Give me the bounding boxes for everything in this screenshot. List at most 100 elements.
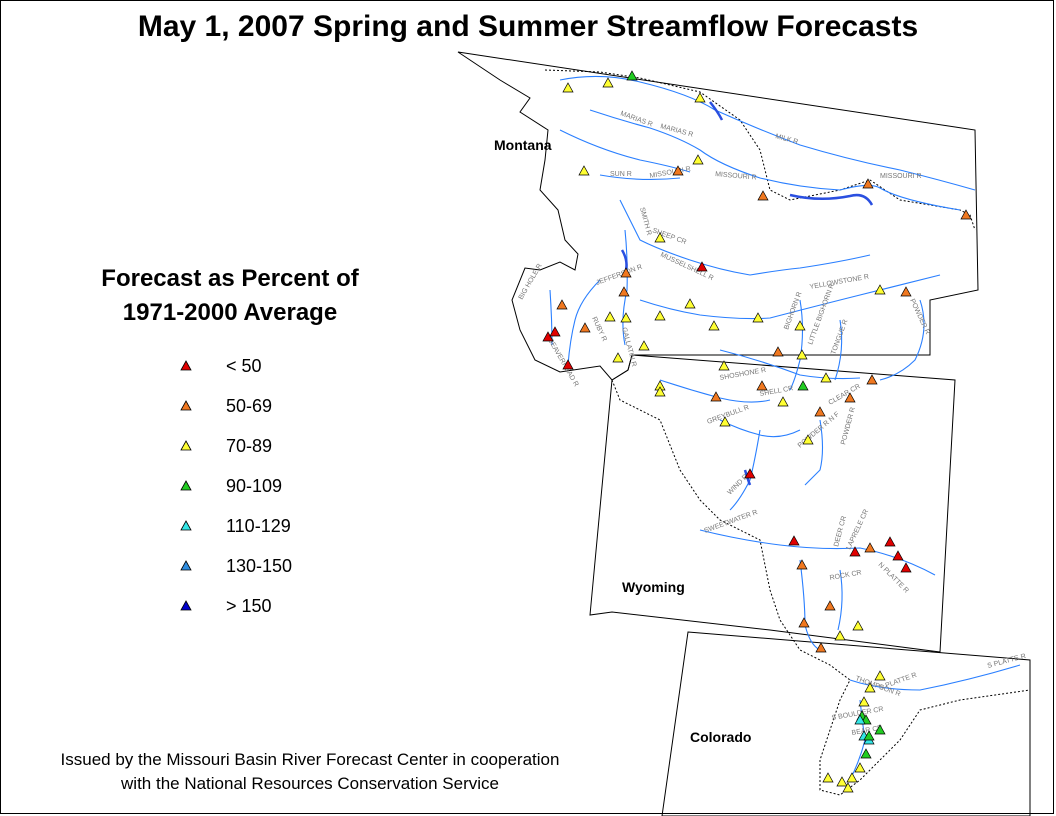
forecast-point-marker — [549, 326, 561, 337]
forecast-point-marker — [858, 696, 870, 707]
forecast-point-marker — [824, 600, 836, 611]
forecast-point-marker — [654, 232, 666, 243]
state-label-montana: Montana — [494, 137, 552, 153]
forecast-point-marker — [626, 70, 638, 81]
legend-item-label: < 50 — [226, 355, 262, 376]
forecast-point-marker — [842, 782, 854, 793]
forecast-point-marker — [798, 617, 810, 628]
forecast-point-marker — [556, 299, 568, 310]
river-label: POWDER R — [840, 407, 857, 446]
forecast-point-marker — [802, 434, 814, 445]
forecast-point-marker — [854, 714, 866, 725]
river-label: MARIAS R — [619, 110, 653, 128]
forecast-point-marker — [900, 562, 912, 573]
river-labels: MILK R MARIAS R MARIAS R SUN R MISSOURI R MIS… — [518, 110, 1027, 737]
forecast-point-marker — [796, 349, 808, 360]
forecast-point-marker — [708, 320, 720, 331]
legend-item-label: > 150 — [226, 595, 272, 616]
forecast-point-marker — [849, 546, 861, 557]
river-label: MILK R — [774, 133, 798, 146]
river-label: LITTLE BIGHORN R — [807, 283, 836, 346]
river-label: MISSOURI R — [715, 171, 757, 182]
river-label: MUSSELSHELL R — [659, 251, 714, 282]
forecast-point-marker — [654, 386, 666, 397]
legend-item: 130-150 — [176, 546, 292, 586]
legend-title-line1: Forecast as Percent of — [101, 265, 359, 292]
forecast-point-marker — [854, 762, 866, 773]
legend-triangle-icon — [180, 600, 192, 611]
forecast-point-marker — [814, 406, 826, 417]
forecast-point-marker — [752, 312, 764, 323]
legend-title-line2: 1971-2000 Average — [122, 299, 338, 326]
legend-item-label: 50-69 — [226, 395, 273, 416]
legend-item-label: 130-150 — [226, 555, 293, 576]
credit-line-2: with the National Resources Conservation… — [121, 774, 499, 793]
colorado-outline — [661, 631, 1031, 816]
legend-triangle-icon — [180, 400, 192, 411]
forecast-point-marker — [777, 396, 789, 407]
forecast-point-marker — [562, 359, 574, 370]
forecast-point-marker — [654, 310, 666, 321]
forecast-point-marker — [820, 372, 832, 383]
state-label-wyoming: Wyoming — [622, 579, 685, 595]
forecast-point-marker — [866, 374, 878, 385]
legend-triangle-icon — [180, 440, 192, 451]
forecast-point-marker — [718, 360, 730, 371]
forecast-point-marker — [672, 165, 684, 176]
river-label: BEAVERHEAD R — [546, 338, 579, 389]
legend-triangle-icon — [180, 480, 192, 491]
map-title: May 1, 2007 Spring and Summer Streamflow… — [137, 10, 919, 43]
credit-note: Issued by the Missouri Basin River Forec… — [10, 748, 610, 796]
legend-item-label: 90-109 — [226, 475, 283, 496]
forecast-point-marker — [863, 730, 875, 741]
forecast-point-marker — [638, 340, 650, 351]
river-label: MISSOURI R — [880, 173, 922, 180]
forecast-point-marker — [874, 284, 886, 295]
state-label-colorado: Colorado — [690, 729, 751, 745]
river-label: POWDER R — [908, 298, 931, 336]
forecast-point-marker — [696, 261, 708, 272]
forecast-point-marker — [578, 165, 590, 176]
river-label: S PLATTE R — [987, 653, 1027, 670]
river-label: SWEETWATER R — [703, 509, 758, 535]
legend-title: Forecast as Percent of 1971-2000 Average — [60, 262, 400, 330]
forecast-point-marker — [884, 536, 896, 547]
forecast-point-marker — [874, 724, 886, 735]
credit-line-1: Issued by the Missouri Basin River Forec… — [60, 750, 560, 769]
river-label: CLEAR CR — [828, 383, 862, 407]
forecast-point-marker — [618, 286, 630, 297]
forecast-point-marker — [602, 77, 614, 88]
forecast-point-marker — [757, 190, 769, 201]
forecast-point-marker — [710, 391, 722, 402]
forecast-point-marker — [604, 311, 616, 322]
forecast-point-marker — [900, 286, 912, 297]
forecast-point-marker — [788, 535, 800, 546]
forecast-point-marker — [864, 682, 876, 693]
forecast-point-marker — [744, 468, 756, 479]
forecast-point-marker — [822, 772, 834, 783]
forecast-point-marker — [579, 322, 591, 333]
river-label: YELLOWSTONE R — [809, 274, 869, 291]
forecast-point-marker — [846, 772, 858, 783]
forecast-point-marker — [797, 380, 809, 391]
forecast-point-marker — [542, 331, 554, 342]
forecast-point-marker — [694, 92, 706, 103]
forecast-point-marker — [834, 630, 846, 641]
river-label: RUBY R — [590, 316, 607, 343]
forecast-point-marker — [960, 209, 972, 220]
forecast-point-marker — [620, 312, 632, 323]
legend-item: 50-69 — [176, 386, 292, 426]
river-label: MISSOURI R — [649, 166, 691, 180]
basin-boundary — [544, 69, 1031, 796]
legend-item: 90-109 — [176, 466, 292, 506]
forecast-point-marker — [815, 642, 827, 653]
river-label: LAPRELE CR — [845, 508, 870, 550]
forecast-point-marker — [864, 542, 876, 553]
river-label: SMITH R — [638, 207, 652, 237]
river-network — [549, 75, 1021, 781]
forecast-point-marker — [692, 154, 704, 165]
forecast-point-marker — [794, 320, 806, 331]
forecast-point-marker — [684, 298, 696, 309]
